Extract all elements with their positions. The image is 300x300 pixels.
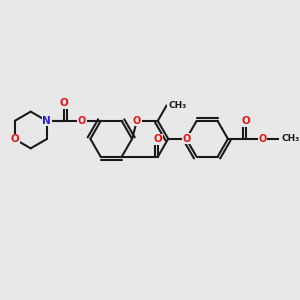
- Text: O: O: [153, 134, 162, 144]
- Text: O: O: [11, 134, 19, 144]
- Text: O: O: [60, 98, 69, 108]
- Text: O: O: [241, 116, 250, 126]
- Text: O: O: [78, 116, 86, 126]
- Text: O: O: [183, 134, 191, 144]
- Text: N: N: [42, 116, 51, 126]
- Text: CH₃: CH₃: [281, 134, 300, 143]
- Text: CH₃: CH₃: [168, 101, 186, 110]
- Text: N: N: [42, 116, 51, 126]
- Text: O: O: [133, 116, 141, 126]
- Text: O: O: [258, 134, 266, 144]
